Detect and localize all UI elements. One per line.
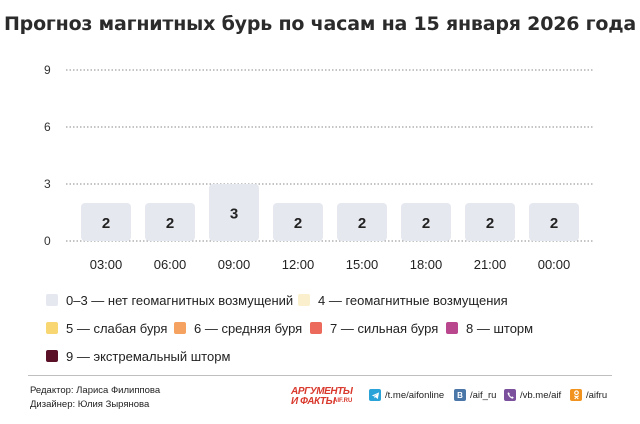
bar [209,184,259,241]
legend-label: 6 — средняя буря [194,320,303,336]
bar [401,203,451,241]
aif-logo[interactable]: АРГУМЕНТЫ И ФАКТЫ AIF.RU [291,386,361,410]
social-ok-label: /aifru [586,389,608,401]
social-telegram-label: /t.me/aifonline [385,389,445,401]
bar-value-label: 2 [102,215,110,232]
legend-swatch [174,322,186,334]
bar [81,203,131,241]
logo-line2: И ФАКТЫ [291,396,336,407]
social-vk-label: /aif_ru [470,389,497,401]
logo-line1: АРГУМЕНТЫ [291,386,353,397]
legend-swatch [298,294,310,306]
x-tick-label: 12:00 [282,257,315,272]
legend-item-9: 9 — экстремальный шторм [46,348,230,364]
x-tick-label: 03:00 [90,257,123,272]
legend-swatch [446,322,458,334]
social-vk-link[interactable]: В /aif_ru [454,389,496,401]
bar-value-label: 3 [230,206,238,223]
designer-credit: Дизайнер: Юлия Зырянова [30,399,150,410]
legend-item-5: 5 — слабая буря [46,320,167,336]
editor-credit: Редактор: Лариса Филиппова [30,385,161,396]
legend-swatch [46,350,58,362]
legend-label: 7 — сильная буря [330,320,439,336]
bar [337,203,387,241]
bar-value-label: 2 [294,215,302,232]
x-tick-label: 21:00 [474,257,507,272]
x-tick-label: 15:00 [346,257,379,272]
legend-label: 9 — экстремальный шторм [66,348,231,364]
legend-label: 8 — шторм [466,320,534,336]
y-tick-label: 3 [44,177,51,191]
legend-item-6: 6 — средняя буря [174,320,302,336]
bar-value-label: 2 [358,215,366,232]
x-tick-label: 09:00 [218,257,251,272]
legend-item-4: 4 — геомагнитные возмущения [298,292,508,308]
y-tick-label: 6 [44,120,51,134]
legend-swatch [46,322,58,334]
legend-item-0-3: 0–3 — нет геомагнитных возмущений [46,292,293,308]
social-viber-link[interactable]: /vb.me/aif [504,389,561,401]
y-tick-label: 0 [44,234,51,248]
social-viber-label: /vb.me/aif [520,389,562,401]
bar [145,203,195,241]
bar [465,203,515,241]
bar [529,203,579,241]
social-telegram-link[interactable]: /t.me/aifonline [369,389,444,401]
footer-divider [28,375,612,376]
telegram-icon [369,389,381,401]
odnoklassniki-icon [570,389,582,401]
x-tick-label: 18:00 [410,257,443,272]
credits: Редактор: Лариса Филиппова Дизайнер: Юли… [30,384,160,412]
y-tick-label: 9 [44,63,51,77]
legend-label: 5 — слабая буря [66,320,168,336]
legend-item-7: 7 — сильная буря [310,320,438,336]
bar-value-label: 2 [550,215,558,232]
logo-site: AIF.RU [333,398,353,404]
x-tick-label: 06:00 [154,257,187,272]
legend-label: 4 — геомагнитные возмущения [318,292,508,308]
legend-item-8: 8 — шторм [446,320,533,336]
x-tick-label: 00:00 [538,257,571,272]
bar-value-label: 2 [422,215,430,232]
bar-chart: 0 3 6 9 2 03:00 2 06:00 3 09:00 2 12:00 2 15:00 2 18:00… [44,63,594,272]
social-ok-link[interactable]: /aifru [570,389,607,401]
vk-icon: В [454,389,466,401]
viber-icon [504,389,516,401]
legend-swatch [46,294,58,306]
legend-label: 0–3 — нет геомагнитных возмущений [66,292,294,308]
bar-value-label: 2 [486,215,494,232]
legend-swatch [310,322,322,334]
bar-value-label: 2 [166,215,174,232]
chart-title: Прогноз магнитных бурь по часам на 15 ян… [3,13,637,35]
bar [273,203,323,241]
